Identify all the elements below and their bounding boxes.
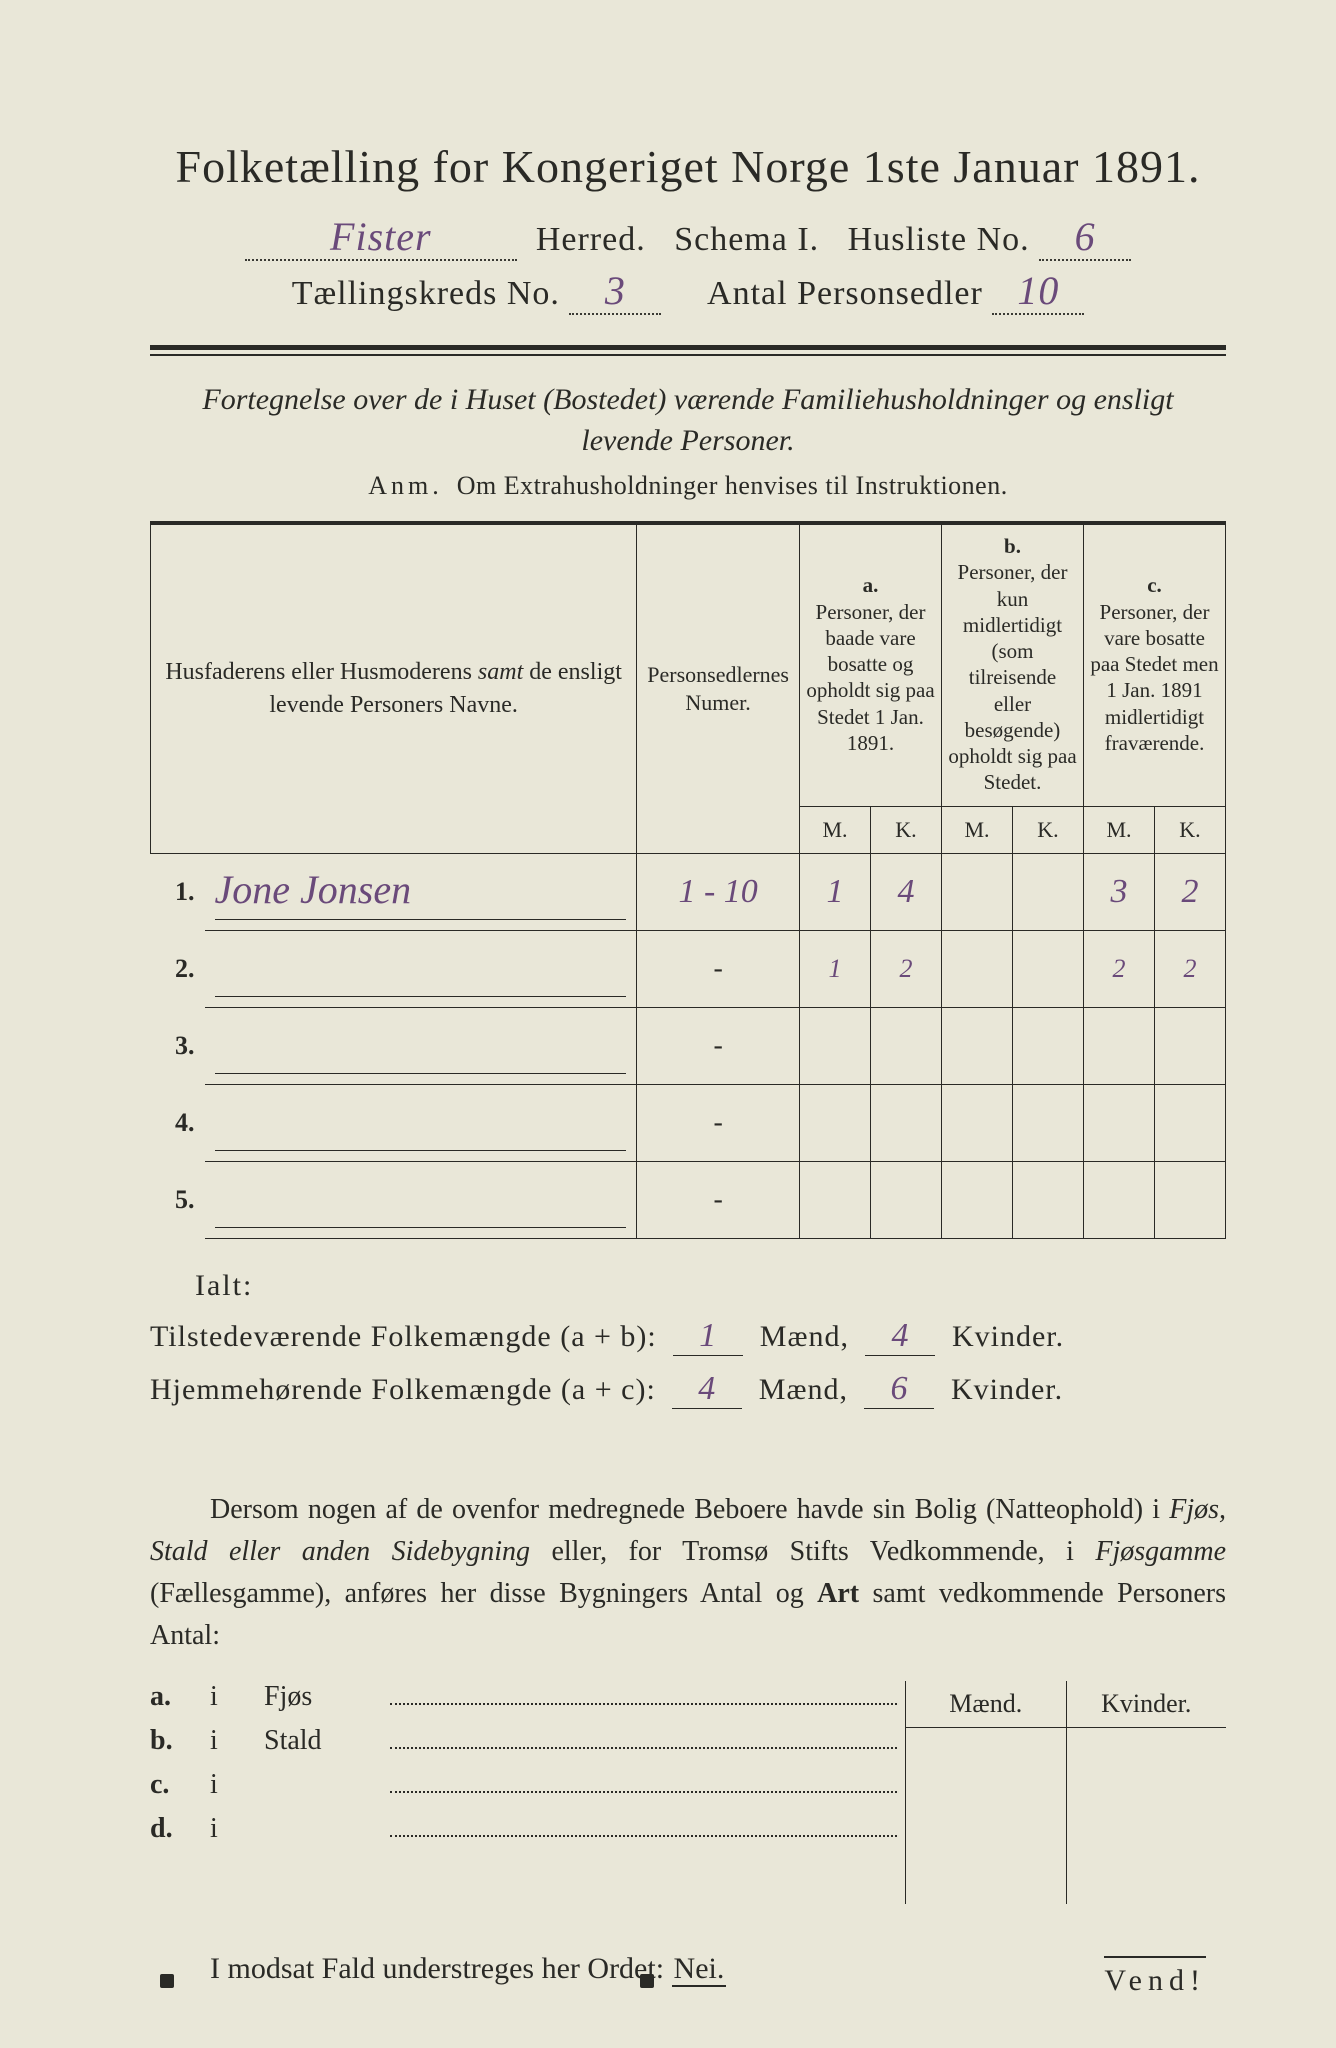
col-c-m: M. [1084, 806, 1155, 853]
header-line-1: Fister Herred. Schema I. Husliste No. 6 [150, 221, 1226, 261]
anm-text: Om Extrahusholdninger henvises til Instr… [457, 471, 1008, 500]
kreds-label: Tællingskreds No. [292, 275, 560, 312]
households-table: Husfaderens eller Husmoderens samt de en… [150, 521, 1226, 1239]
subtitle: Fortegnelse over de i Huset (Bostedet) v… [190, 380, 1186, 461]
herred-label: Herred. [536, 221, 646, 258]
vend-label: Vend! [1104, 1956, 1206, 1998]
antal-value: 10 [1017, 268, 1059, 313]
sb-row: b.i Stald [150, 1725, 905, 1769]
col-a-m: M. [800, 806, 871, 853]
sb-row: c.i [150, 1769, 905, 1813]
antal-label: Antal Personsedler [707, 275, 983, 312]
table-row: 1. Jone Jonsen 1 - 10 1 4 3 2 [151, 853, 1226, 930]
kreds-value: 3 [605, 268, 626, 313]
col-b: b.Personer, der kun midlertidigt (som ti… [942, 523, 1084, 806]
anm-line: Anm. Om Extrahusholdninger henvises til … [150, 471, 1226, 501]
table-row: 5. - [151, 1161, 1226, 1238]
sb-maend: Mænd. [906, 1681, 1066, 1728]
husliste-label: Husliste No. [848, 221, 1030, 258]
side-buildings-paragraph: Dersom nogen af de ovenfor medregnede Be… [150, 1489, 1226, 1657]
name-cell: Jone Jonsen [205, 853, 637, 930]
page-title: Folketælling for Kongeriget Norge 1ste J… [150, 140, 1226, 193]
table-row: 4. - [151, 1084, 1226, 1161]
punch-mark-icon [160, 1974, 174, 1988]
col-a: a.Personer, der baade vare bosatte og op… [800, 523, 942, 806]
table-row: 2. - 1 2 2 2 [151, 930, 1226, 1007]
table-row: 3. - [151, 1007, 1226, 1084]
col-numer: Personsedlernes Numer. [637, 523, 800, 853]
sb-row: a.i Fjøs [150, 1681, 905, 1725]
sum-present: Tilstedeværende Folkemængde (a + b): 1 M… [150, 1317, 1226, 1356]
col-c-k: K. [1155, 806, 1226, 853]
col-c: c.Personer, der vare bosatte paa Stedet … [1084, 523, 1226, 806]
divider [150, 345, 1226, 356]
punch-mark-icon [640, 1974, 654, 1988]
census-form-page: Folketælling for Kongeriget Norge 1ste J… [0, 0, 1336, 2048]
sum-resident: Hjemmehørende Folkemængde (a + c): 4 Mæn… [150, 1370, 1226, 1409]
husliste-value: 6 [1075, 214, 1096, 259]
nei-line: I modsat Fald understreges her Ordet: Ne… [150, 1952, 1226, 1986]
schema-label: Schema I. [674, 221, 819, 258]
col-a-k: K. [871, 806, 942, 853]
header-line-2: Tællingskreds No. 3 Antal Personsedler 1… [150, 275, 1226, 315]
col-b-m: M. [942, 806, 1013, 853]
anm-label: Anm. [368, 471, 443, 500]
ialt-label: Ialt: [150, 1269, 1226, 1303]
herred-value: Fister [330, 214, 432, 259]
side-buildings-table: a.i Fjøs b.i Stald c.i d.i Mænd. Kvin [150, 1681, 1226, 1904]
col-names: Husfaderens eller Husmoderens samt de en… [151, 523, 637, 853]
sb-kvinder: Kvinder. [1067, 1681, 1227, 1728]
col-b-k: K. [1013, 806, 1084, 853]
sb-row: d.i [150, 1813, 905, 1857]
